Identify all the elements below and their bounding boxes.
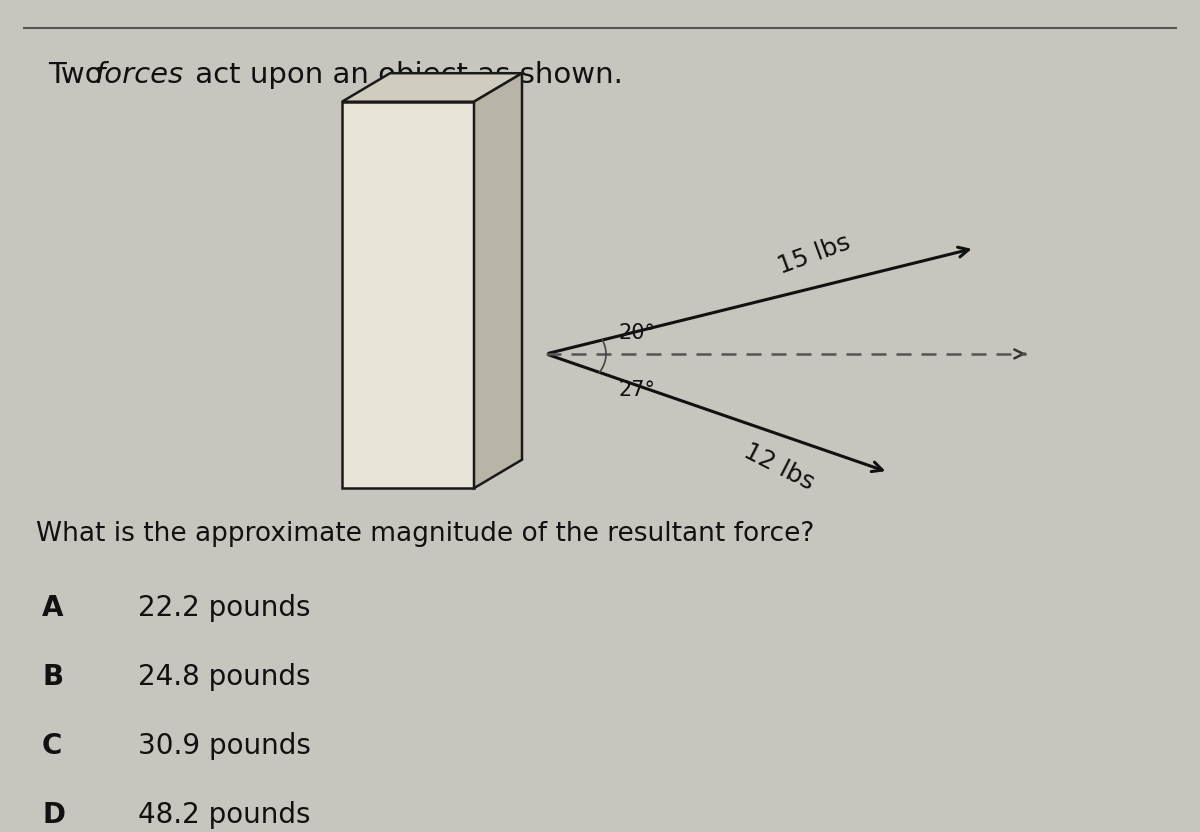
Text: What is the approximate magnitude of the resultant force?: What is the approximate magnitude of the… — [36, 521, 815, 547]
Text: A: A — [42, 594, 64, 622]
Text: D: D — [42, 801, 65, 830]
Text: forces: forces — [94, 61, 182, 89]
Text: act upon an object as shown.: act upon an object as shown. — [186, 61, 623, 89]
Text: 24.8 pounds: 24.8 pounds — [138, 663, 311, 691]
Text: 30.9 pounds: 30.9 pounds — [138, 732, 311, 760]
Text: 15 lbs: 15 lbs — [775, 230, 854, 279]
Text: 20°: 20° — [618, 324, 655, 344]
Text: B: B — [42, 663, 64, 691]
Text: 22.2 pounds: 22.2 pounds — [138, 594, 311, 622]
Polygon shape — [474, 73, 522, 488]
Text: C: C — [42, 732, 62, 760]
Polygon shape — [342, 102, 474, 488]
Text: 12 lbs: 12 lbs — [740, 439, 818, 495]
Text: 27°: 27° — [618, 380, 655, 400]
Text: 48.2 pounds: 48.2 pounds — [138, 801, 311, 830]
Polygon shape — [342, 73, 522, 102]
Text: Two: Two — [48, 61, 112, 89]
